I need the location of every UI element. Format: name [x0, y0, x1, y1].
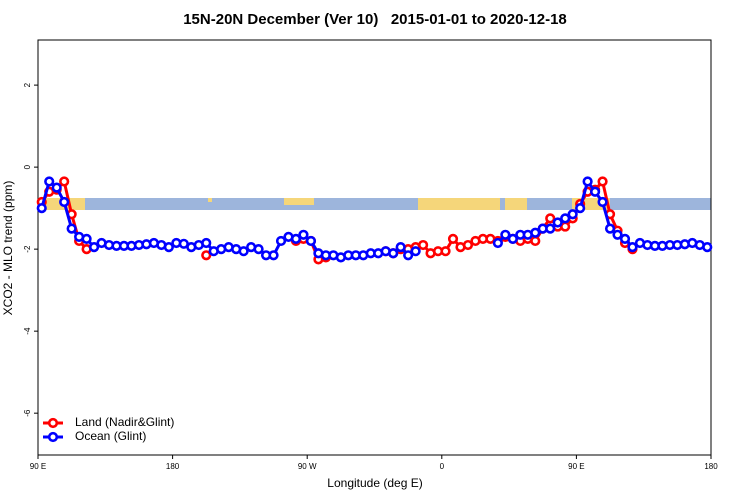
series-marker [560, 213, 571, 224]
series-marker [268, 250, 279, 261]
series-marker [597, 196, 608, 208]
series-marker [530, 235, 541, 247]
legend-marker [47, 417, 59, 429]
series-marker [492, 237, 503, 249]
series-marker [403, 250, 414, 261]
y-tick-label: 2 [23, 82, 32, 87]
series-marker [253, 244, 264, 255]
y-axis-label: XCO2 - MLO trend (ppm) [1, 181, 15, 316]
series-marker [545, 223, 556, 234]
series-marker [44, 176, 55, 187]
series-marker [410, 246, 421, 257]
land-band [284, 198, 314, 205]
y-tick-label: -2 [23, 245, 32, 253]
land-band [418, 198, 500, 210]
series-marker [290, 233, 302, 244]
chart-title: 15N-20N December (Ver 10) 2015-01-01 to … [183, 11, 567, 28]
series-marker [507, 233, 518, 244]
x-tick-label: 0 [440, 462, 445, 471]
series-marker [582, 176, 593, 187]
series-marker [388, 248, 399, 259]
series-marker [500, 229, 511, 240]
series-marker [36, 203, 47, 214]
series-marker [447, 233, 459, 244]
series-marker [418, 239, 429, 251]
series-marker [612, 229, 623, 240]
x-tick-label: 180 [166, 462, 180, 471]
legend: Land (Nadir&Glint)Ocean (Glint) [43, 415, 174, 443]
series-marker [440, 246, 451, 257]
y-tick-label: -4 [23, 327, 32, 335]
series-marker [238, 246, 249, 257]
series-marker [589, 186, 601, 197]
series-marker [88, 241, 100, 253]
x-tick-label: 90 E [30, 462, 46, 471]
y-tick-label: -6 [23, 409, 32, 417]
series-marker [275, 235, 287, 247]
series-marker [51, 182, 62, 193]
x-tick-label: 90 E [568, 462, 584, 471]
legend-marker [47, 431, 59, 443]
series-marker [619, 233, 631, 244]
legend-label: Ocean (Glint) [75, 429, 146, 443]
x-tick-label: 90 W [298, 462, 317, 471]
series-marker [59, 176, 70, 187]
series-marker [575, 203, 586, 214]
series-marker [305, 235, 317, 247]
x-tick-label: 180 [704, 462, 718, 471]
legend-label: Land (Nadir&Glint) [75, 415, 174, 429]
series-marker [530, 227, 541, 238]
series-marker [298, 229, 309, 240]
land-band [208, 198, 212, 202]
series-marker [597, 176, 608, 187]
series-marker [627, 241, 638, 253]
series-marker [201, 237, 212, 249]
x-axis-label: Longitude (deg E) [327, 476, 422, 490]
series-marker [163, 241, 174, 253]
series-marker [702, 241, 713, 253]
series-marker [201, 250, 212, 261]
series-marker [395, 241, 406, 253]
series-marker [59, 196, 70, 208]
series-marker [462, 239, 474, 251]
series-marker [66, 223, 77, 234]
series-marker [552, 217, 563, 228]
series-marker [604, 223, 616, 234]
series-marker [81, 233, 92, 244]
land-band [505, 198, 527, 210]
ocean-band [38, 198, 711, 210]
y-tick-label: 0 [23, 164, 32, 169]
series-marker [545, 213, 556, 224]
series-marker [567, 209, 578, 220]
